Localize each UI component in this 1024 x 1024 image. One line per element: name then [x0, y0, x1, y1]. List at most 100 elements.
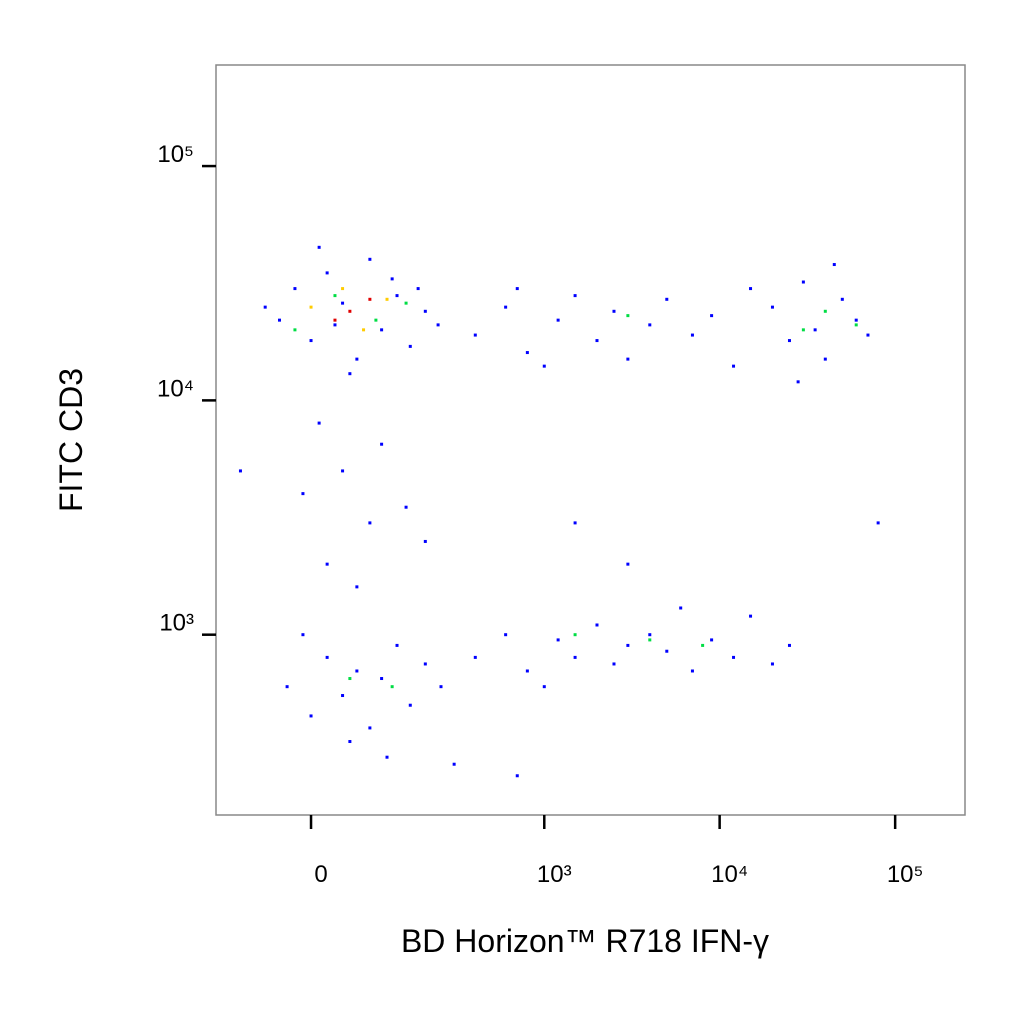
point: [385, 755, 389, 759]
point: [368, 521, 372, 525]
point: [473, 333, 477, 337]
point: [690, 669, 694, 673]
point: [341, 469, 345, 473]
point: [732, 655, 736, 659]
point: [612, 309, 616, 313]
point: [665, 297, 669, 301]
y-tick-label: 10³: [159, 610, 194, 637]
point: [325, 655, 329, 659]
x-tick-label: 10⁴: [711, 861, 748, 888]
point: [710, 314, 714, 318]
point: [556, 318, 560, 322]
point: [423, 539, 427, 543]
point: [341, 287, 345, 291]
point: [317, 245, 321, 249]
point: [813, 328, 817, 332]
point: [348, 677, 352, 681]
point: [648, 638, 652, 642]
point: [801, 280, 805, 284]
point: [648, 633, 652, 637]
point: [395, 643, 399, 647]
point: [823, 309, 827, 313]
point: [385, 297, 389, 301]
point: [309, 714, 313, 718]
point: [801, 328, 805, 332]
point: [341, 301, 345, 305]
point: [436, 323, 440, 327]
point: [355, 585, 359, 589]
point: [626, 314, 630, 318]
point: [573, 655, 577, 659]
point: [423, 309, 427, 313]
point: [573, 294, 577, 298]
point: [612, 662, 616, 666]
point: [504, 305, 508, 309]
point: [380, 442, 384, 446]
plot-frame: [215, 64, 966, 816]
point: [770, 662, 774, 666]
y-tick-label: 10⁴: [157, 375, 194, 402]
point: [333, 294, 337, 298]
point: [408, 344, 412, 348]
point: [416, 287, 420, 291]
point: [732, 364, 736, 368]
point: [325, 271, 329, 275]
point: [665, 649, 669, 653]
point: [573, 521, 577, 525]
point: [348, 309, 352, 313]
point: [423, 662, 427, 666]
point: [439, 685, 443, 689]
x-tick-label: 10³: [537, 861, 572, 888]
point: [542, 364, 546, 368]
point: [362, 328, 366, 332]
point: [452, 762, 456, 766]
point: [840, 297, 844, 301]
point: [866, 333, 870, 337]
point: [348, 740, 352, 744]
x-tick-label: 0: [314, 861, 327, 888]
point: [317, 421, 321, 425]
point: [701, 643, 705, 647]
point: [301, 633, 305, 637]
point: [710, 638, 714, 642]
point: [770, 305, 774, 309]
point: [595, 339, 599, 343]
point: [368, 297, 372, 301]
point: [408, 703, 412, 707]
point: [626, 357, 630, 361]
point: [626, 643, 630, 647]
point: [690, 333, 694, 337]
point: [796, 380, 800, 384]
point: [679, 606, 683, 610]
point: [542, 685, 546, 689]
point: [525, 351, 529, 355]
point: [876, 521, 880, 525]
point: [333, 323, 337, 327]
point: [238, 469, 242, 473]
point: [374, 318, 378, 322]
y-axis-label: FITC CD3: [53, 368, 89, 512]
point: [823, 357, 827, 361]
point: [380, 328, 384, 332]
point: [368, 726, 372, 730]
point: [293, 328, 297, 332]
point: [309, 339, 313, 343]
x-tick-label: 10⁵: [887, 861, 924, 888]
point: [854, 318, 858, 322]
point: [787, 643, 791, 647]
y-tick-label: 10⁵: [157, 141, 194, 168]
point: [832, 263, 836, 267]
point: [556, 638, 560, 642]
point: [278, 318, 282, 322]
point: [749, 287, 753, 291]
point: [525, 669, 529, 673]
point: [573, 633, 577, 637]
point: [395, 294, 399, 298]
point: [404, 505, 408, 509]
point: [380, 677, 384, 681]
point: [595, 623, 599, 627]
point: [293, 287, 297, 291]
point: [301, 492, 305, 496]
point: [854, 323, 858, 327]
point: [309, 305, 313, 309]
